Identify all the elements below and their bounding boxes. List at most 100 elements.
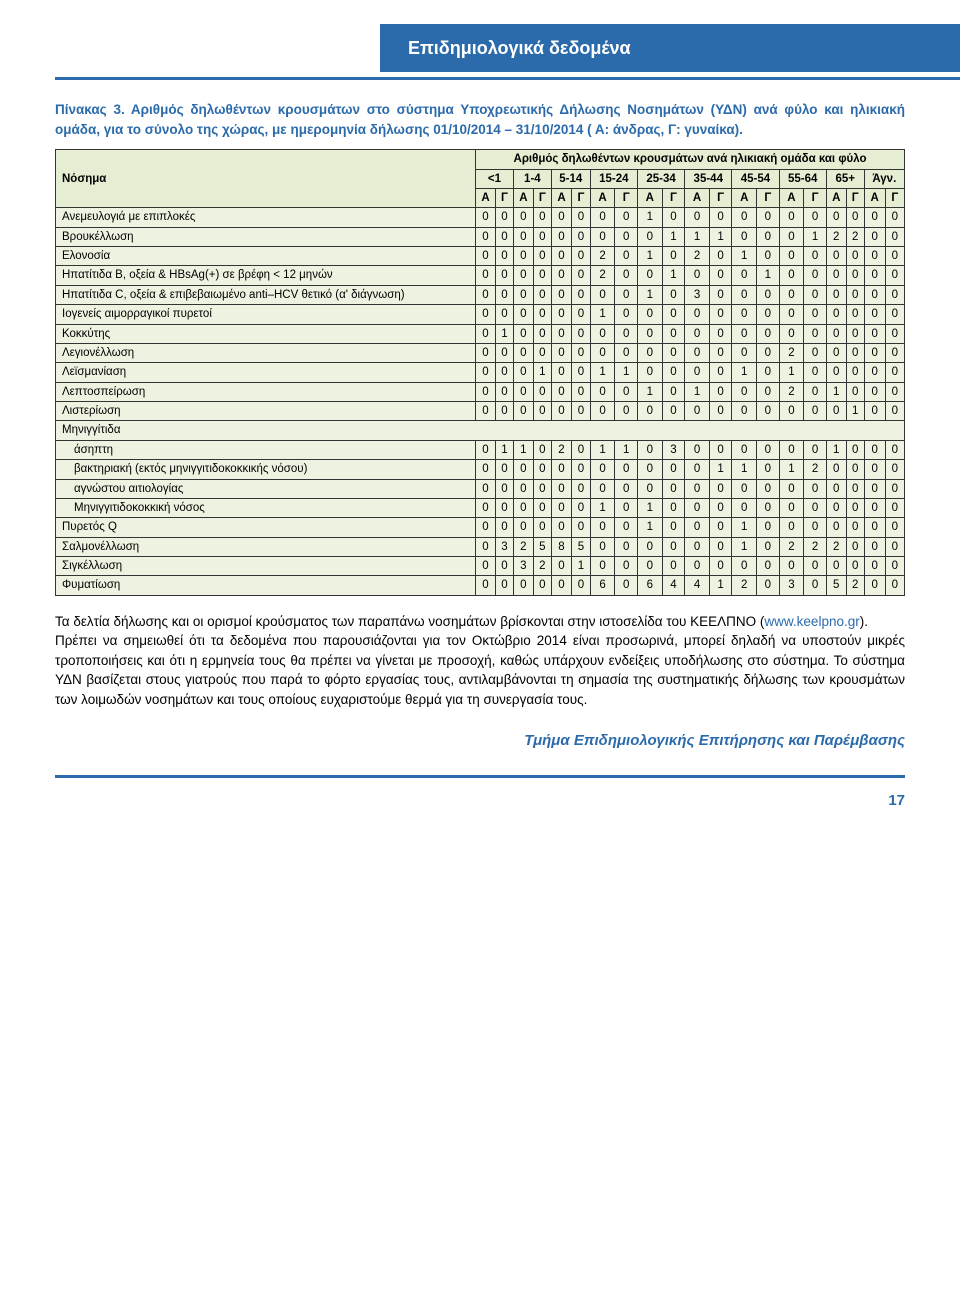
data-cell: 0 [709, 247, 732, 266]
data-cell: 0 [804, 343, 827, 362]
table-row: Κοκκύτης01000000000000000000 [56, 324, 905, 343]
data-cell: 2 [551, 440, 571, 459]
data-cell: 1 [637, 382, 662, 401]
data-cell: 0 [476, 576, 496, 595]
keelpno-link[interactable]: www.keelpno.gr [764, 614, 859, 629]
data-cell: 0 [885, 498, 904, 517]
data-cell: 0 [551, 324, 571, 343]
row-label: άσηπτη [56, 440, 476, 459]
data-cell: 0 [804, 285, 827, 304]
row-label: Μηνιγγίτιδα [56, 421, 905, 440]
data-cell: 0 [885, 537, 904, 556]
data-cell: 0 [685, 440, 710, 459]
data-cell: 0 [572, 343, 591, 362]
data-cell: 0 [804, 208, 827, 227]
data-cell: 0 [779, 208, 804, 227]
data-cell: 1 [779, 460, 804, 479]
data-cell: 0 [572, 479, 591, 498]
data-cell: 0 [495, 518, 513, 537]
data-cell: 0 [590, 285, 615, 304]
data-cell: 8 [551, 537, 571, 556]
data-cell: 0 [572, 576, 591, 595]
data-cell: 0 [495, 382, 513, 401]
data-cell: 3 [662, 440, 685, 459]
sex-header: Γ [846, 188, 864, 207]
data-cell: 0 [533, 324, 551, 343]
sex-header: Γ [804, 188, 827, 207]
data-cell: 0 [476, 498, 496, 517]
data-cell: 0 [685, 266, 710, 285]
data-cell: 0 [885, 382, 904, 401]
data-cell: 0 [551, 227, 571, 246]
data-cell: 0 [864, 576, 885, 595]
data-cell: 0 [709, 266, 732, 285]
table-row: Λεπτοσπείρωση00000000101000201000 [56, 382, 905, 401]
data-cell: 0 [476, 305, 496, 324]
data-cell: 4 [685, 576, 710, 595]
table-row: Μηνιγγιτιδοκοκκική νόσος0000001010000000… [56, 498, 905, 517]
data-cell: 0 [615, 208, 638, 227]
data-cell: 0 [615, 247, 638, 266]
data-cell: 0 [662, 208, 685, 227]
data-cell: 0 [885, 440, 904, 459]
data-table: Νόσημα Αριθμός δηλωθέντων κρουσμάτων ανά… [55, 149, 905, 596]
data-cell: 0 [476, 479, 496, 498]
sex-header: Γ [533, 188, 551, 207]
data-cell: 0 [615, 557, 638, 576]
data-cell: 0 [732, 343, 757, 362]
data-cell: 0 [732, 285, 757, 304]
data-cell: 0 [885, 208, 904, 227]
data-cell: 0 [757, 285, 780, 304]
data-cell: 0 [637, 557, 662, 576]
age-group-header: 65+ [826, 169, 864, 188]
data-cell: 0 [804, 498, 827, 517]
data-cell: 0 [885, 247, 904, 266]
data-cell: 0 [779, 266, 804, 285]
data-cell: 0 [551, 518, 571, 537]
row-label: Λιστερίωση [56, 402, 476, 421]
data-cell: 1 [615, 440, 638, 459]
data-cell: 0 [826, 266, 846, 285]
data-cell: 0 [804, 557, 827, 576]
data-cell: 0 [846, 557, 864, 576]
row-label: αγνώστου αιτιολογίας [56, 479, 476, 498]
data-cell: 0 [495, 498, 513, 517]
data-cell: 0 [864, 208, 885, 227]
data-cell: 0 [572, 440, 591, 459]
data-cell: 1 [732, 247, 757, 266]
data-cell: 0 [685, 324, 710, 343]
age-group-header: 5-14 [551, 169, 590, 188]
sex-header: Α [551, 188, 571, 207]
data-cell: 0 [533, 518, 551, 537]
page-header: Επιδημιολογικά δεδομένα [0, 24, 960, 80]
age-group-header: <1 [476, 169, 514, 188]
data-cell: 3 [685, 285, 710, 304]
data-cell: 1 [804, 227, 827, 246]
sex-header: Γ [572, 188, 591, 207]
sex-header: Α [826, 188, 846, 207]
data-cell: 2 [826, 537, 846, 556]
data-cell: 0 [864, 460, 885, 479]
data-cell: 0 [495, 460, 513, 479]
data-cell: 0 [551, 402, 571, 421]
data-cell: 0 [637, 227, 662, 246]
data-cell: 0 [732, 402, 757, 421]
row-label: Ιογενείς αιμορραγικοί πυρετοί [56, 305, 476, 324]
data-cell: 0 [846, 537, 864, 556]
data-cell: 0 [572, 324, 591, 343]
data-cell: 0 [732, 266, 757, 285]
data-cell: 0 [885, 363, 904, 382]
data-cell: 1 [590, 440, 615, 459]
data-cell: 0 [709, 208, 732, 227]
data-cell: 0 [533, 479, 551, 498]
data-cell: 0 [846, 208, 864, 227]
data-cell: 0 [709, 440, 732, 459]
data-cell: 0 [551, 460, 571, 479]
data-cell: 0 [495, 576, 513, 595]
data-cell: 0 [476, 557, 496, 576]
data-cell: 0 [533, 440, 551, 459]
header-underline [55, 77, 960, 80]
data-cell: 1 [590, 363, 615, 382]
table-row: Λεγιονέλλωση00000000000000200000 [56, 343, 905, 362]
sex-header: Α [637, 188, 662, 207]
